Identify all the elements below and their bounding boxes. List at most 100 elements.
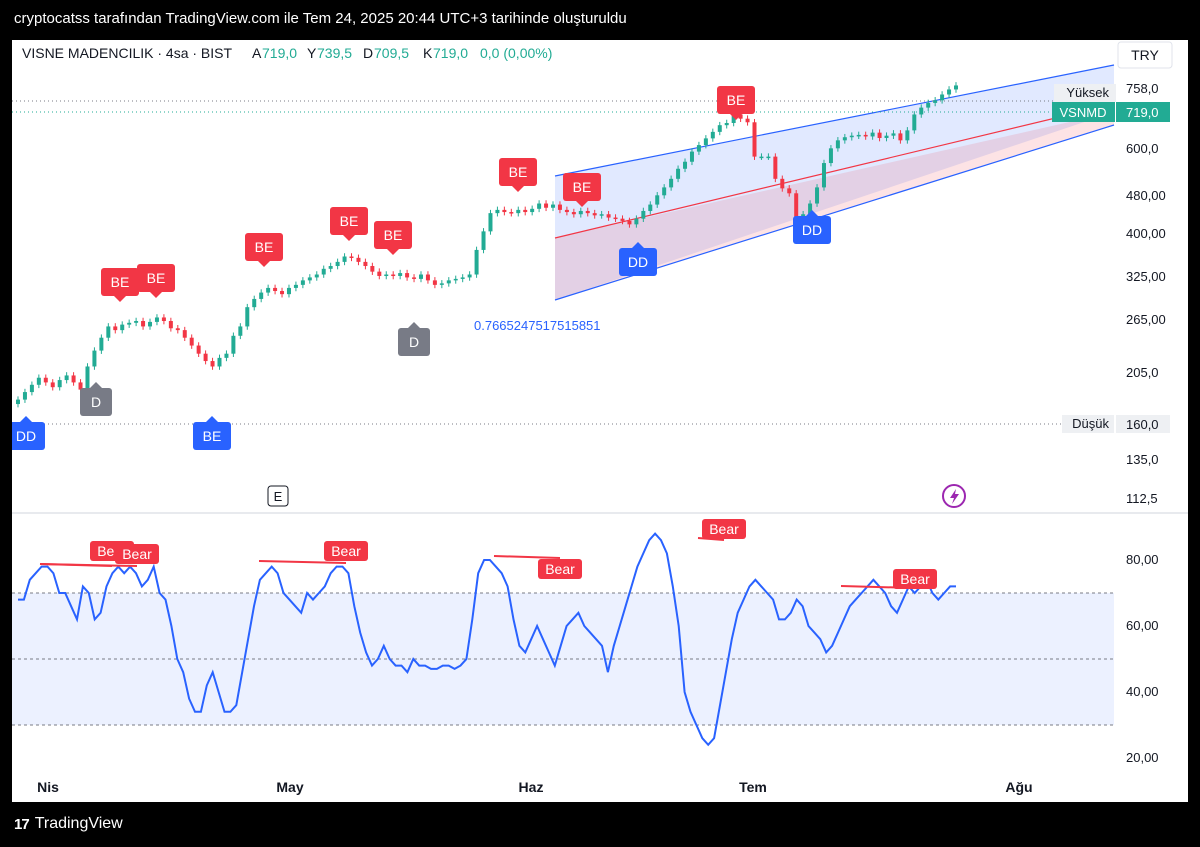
low-value: 709,5 [374,45,409,61]
candle [398,269,403,280]
price-tick: 135,0 [1126,452,1159,467]
candle [391,271,396,280]
candle [940,91,945,104]
candle [676,165,681,183]
signal-marker[interactable]: BE [499,158,537,192]
time-tick: May [276,779,303,795]
candle [307,274,312,284]
signal-marker-label: DD [628,254,648,270]
candle [349,253,354,262]
signal-marker[interactable]: DD [793,210,831,244]
candle [231,332,236,357]
rsi-bear-divergence[interactable]: Bear [258,541,368,564]
rsi-bear-divergence[interactable]: Bear [493,555,582,579]
price-tick: 205,0 [1126,365,1159,380]
signal-marker[interactable]: BE [245,233,283,267]
signal-marker[interactable]: BE [193,416,231,450]
flash-icon-bolt [950,489,959,504]
signal-marker[interactable]: D [80,382,112,416]
rsi-bear-label: Bear [709,521,739,537]
earnings-marker[interactable] [267,485,289,507]
candle [412,274,417,283]
low-price-tag [1116,415,1170,433]
signal-marker[interactable]: BE [330,207,368,241]
candle [196,342,201,357]
candle [954,82,958,93]
signal-marker[interactable]: DD [12,416,45,450]
candle [821,159,826,191]
candle [384,271,389,280]
signal-marker[interactable]: BE [137,264,175,298]
rsi-bear-divergence[interactable]: Bear [840,569,937,589]
signal-marker[interactable]: DD [619,242,657,276]
currency-label: TRY [1131,47,1159,63]
tradingview-logo[interactable]: 17 TradingView [14,815,123,833]
candle [280,287,285,298]
price-tick: 758,0 [1126,81,1159,96]
candle [370,262,375,275]
candle [717,121,722,136]
rsi-bear-label: Bear [122,546,152,562]
chart-canvas[interactable]: VISNE MADENCILIK · 4sa · BIST A 719,0 Y … [12,40,1188,802]
candle [474,246,479,278]
price-tick: 600,0 [1126,141,1159,156]
candle [870,129,875,140]
candle [141,317,146,330]
candle [863,131,868,140]
candle [703,135,708,149]
candle [849,132,854,141]
chart-frame[interactable]: VISNE MADENCILIK · 4sa · BIST A 719,0 Y … [12,40,1188,802]
candle [16,396,20,408]
low-price-text: 160,0 [1126,417,1159,432]
currency-box[interactable] [1117,41,1173,69]
candle [217,354,222,370]
channel-lower-fill [555,112,1114,300]
signal-marker-label: BE [384,227,403,243]
symbol-price-tag [1052,102,1115,122]
signal-marker[interactable]: BE [101,268,139,302]
candle [551,201,556,212]
candle [592,209,597,219]
candle [238,323,243,340]
candle [182,326,187,342]
candle [898,130,903,144]
candle [293,281,298,292]
candle [613,214,618,222]
candle [99,334,104,354]
candle [495,206,500,217]
price-axis[interactable]: 758,0 600,0 480,00 400,00 325,00 265,00 … [1126,81,1166,506]
candle [71,372,76,386]
candle [43,374,48,386]
rsi-tick: 40,00 [1126,684,1159,699]
candle [342,253,347,266]
rsi-bear-divergence[interactable]: Bear [39,544,159,567]
rsi-bear-label: Bear [331,543,361,559]
candle [627,217,632,228]
candle [766,153,771,160]
signal-marker[interactable]: BE [374,221,412,255]
candle [571,208,576,218]
rsi-bear-divergence[interactable]: Bear [697,519,746,541]
symbol-header: VISNE MADENCILIK · 4sa · BIST [22,45,232,61]
candle [22,388,27,403]
candle [168,317,173,332]
candle [585,207,590,217]
candle [780,175,785,192]
signal-marker[interactable]: BE [563,173,601,207]
signal-marker[interactable]: BE [717,86,755,120]
signal-marker[interactable]: D [398,322,430,356]
chart-caption: cryptocatss tarafından TradingView.com i… [14,10,627,27]
candle [148,318,153,330]
rsi-bear-label: Bear [900,571,930,587]
candle [29,381,34,396]
tradingview-logo-icon: 17 [14,815,30,833]
time-axis[interactable]: Nis May Haz Tem Ağu [37,779,1033,795]
rsi-axis[interactable]: 80,00 60,00 40,00 20,00 [1126,552,1159,765]
high-label-text: Yüksek [1066,85,1109,100]
candle [64,372,69,384]
earnings-label: E [274,489,283,504]
candle [912,111,917,134]
candle [356,254,361,266]
time-tick: Haz [519,779,544,795]
